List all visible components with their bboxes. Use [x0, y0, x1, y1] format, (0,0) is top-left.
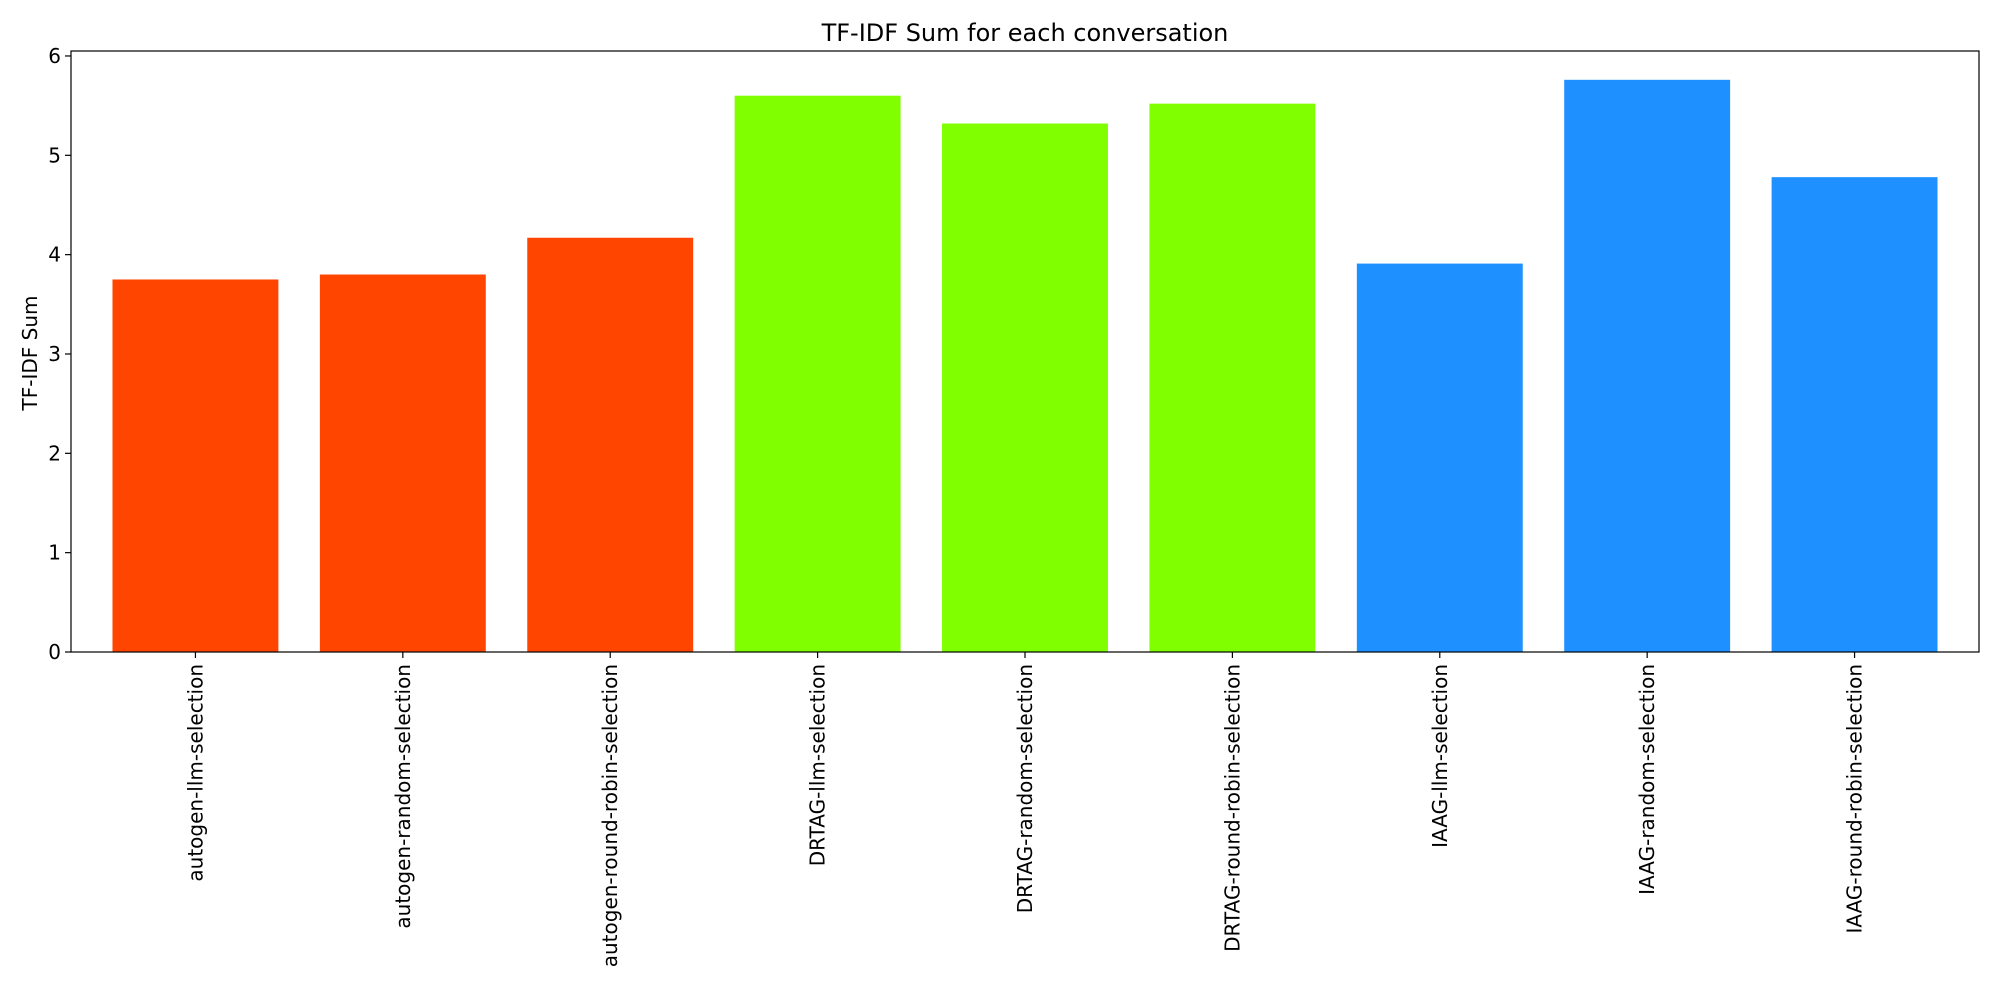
- x-axis: autogen-llm-selection autogen-random-sele…: [183, 652, 1867, 967]
- bar-autogen-round-robin-selection: [527, 237, 694, 652]
- y-axis-label: TF-IDF Sum: [18, 296, 42, 412]
- x-tick-label: DRTAG-random-selection: [1013, 664, 1037, 913]
- x-tick-label: DRTAG-llm-selection: [806, 664, 830, 866]
- y-tick-label: 4: [48, 243, 61, 267]
- bar-drtag-random-selection: [942, 123, 1108, 652]
- bar-autogen-random-selection: [319, 274, 486, 652]
- x-tick-label: IAAG-llm-selection: [1428, 664, 1452, 848]
- plot-frame: [70, 50, 1980, 653]
- bar-iaag-random-selection: [1564, 79, 1731, 652]
- bar-drtag-llm-selection: [734, 95, 901, 652]
- bar-iaag-round-robin-selection: [1771, 177, 1938, 652]
- y-tick-label: 5: [48, 143, 61, 167]
- y-tick-label: 2: [48, 441, 61, 465]
- bars-layer: [112, 79, 1938, 652]
- y-tick-label: 6: [48, 44, 61, 68]
- x-tick-label: autogen-llm-selection: [183, 664, 207, 882]
- y-tick-label: 3: [48, 342, 61, 366]
- x-tick-label: DRTAG-round-robin-selection: [1220, 664, 1244, 952]
- y-tick-label: 1: [48, 541, 61, 565]
- x-tick-label: IAAG-round-robin-selection: [1843, 664, 1867, 934]
- chart-title: TF-IDF Sum for each conversation: [821, 19, 1229, 47]
- bar-autogen-llm-selection: [112, 279, 279, 652]
- x-tick-label: IAAG-random-selection: [1635, 664, 1659, 895]
- y-tick-label: 0: [48, 640, 61, 664]
- bar-iaag-llm-selection: [1356, 263, 1523, 652]
- bar-drtag-round-robin-selection: [1149, 103, 1316, 652]
- x-tick-label: autogen-random-selection: [391, 664, 415, 929]
- x-tick-label: autogen-round-robin-selection: [598, 664, 622, 967]
- y-axis: 0 1 2 3 4 5 6: [48, 44, 71, 664]
